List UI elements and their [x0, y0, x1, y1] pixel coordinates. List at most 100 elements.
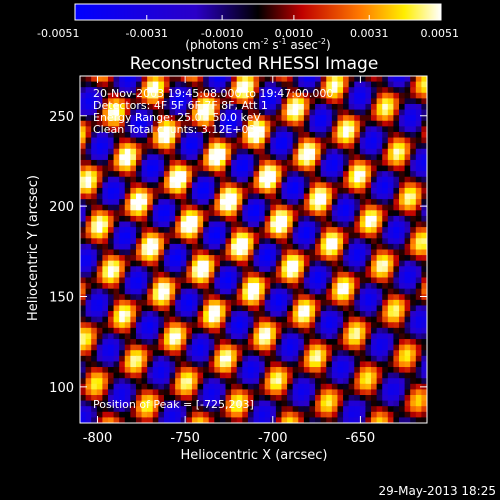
- heatmap-cell: [208, 294, 215, 301]
- heatmap-cell: [331, 395, 339, 402]
- heatmap-cell: [343, 227, 350, 234]
- heatmap-cell: [292, 305, 299, 312]
- heatmap-cell: [399, 81, 406, 88]
- heatmap-cell: [141, 288, 148, 295]
- heatmap-cell: [141, 255, 148, 262]
- heatmap-cell: [219, 210, 227, 217]
- annotation-detectors: Detectors: 4F 5F 6F 7F 8F, Att 1: [93, 99, 268, 112]
- heatmap-cell: [152, 411, 159, 419]
- heatmap-cell: [343, 383, 350, 391]
- heatmap-cell: [303, 389, 311, 396]
- heatmap-cell: [331, 238, 339, 245]
- heatmap-cell: [331, 299, 339, 307]
- heatmap-cell: [354, 339, 361, 346]
- heatmap-cell: [242, 350, 249, 357]
- heatmap-cell: [80, 333, 87, 340]
- heatmap-cell: [107, 367, 115, 374]
- heatmap-cell: [124, 372, 131, 379]
- heatmap-cell: [343, 115, 350, 122]
- heatmap-cell: [404, 215, 411, 223]
- heatmap-cell: [382, 76, 389, 83]
- heatmap-cell: [225, 193, 232, 200]
- heatmap-cell: [410, 154, 417, 161]
- heatmap-cell: [219, 316, 227, 323]
- heatmap-cell: [404, 76, 411, 83]
- heatmap-cell: [365, 344, 372, 351]
- heatmap-cell: [186, 339, 193, 346]
- heatmap-cell: [91, 171, 98, 178]
- heatmap-cell: [415, 389, 423, 396]
- heatmap-cell: [102, 372, 109, 379]
- heatmap-cell: [186, 109, 193, 116]
- heatmap-cell: [180, 215, 187, 223]
- heatmap-cell: [124, 221, 131, 228]
- heatmap-cell: [253, 182, 260, 189]
- heatmap-cell: [359, 327, 367, 335]
- colorbar-tick-label: 0.0031: [350, 27, 389, 40]
- heatmap-cell: [231, 277, 238, 284]
- heatmap-cell: [421, 333, 427, 340]
- heatmap-cell: [365, 227, 372, 234]
- heatmap-cell: [113, 283, 120, 290]
- heatmap-cell: [85, 266, 92, 273]
- heatmap-cell: [371, 143, 378, 150]
- heatmap-cell: [80, 249, 87, 256]
- heatmap-cell: [382, 238, 389, 245]
- heatmap-cell: [119, 159, 126, 167]
- heatmap-cell: [393, 266, 400, 273]
- heatmap-cell: [382, 204, 389, 211]
- heatmap-cell: [102, 260, 109, 267]
- heatmap-cell: [315, 294, 322, 301]
- heatmap-cell: [270, 417, 277, 423]
- heatmap-cell: [236, 411, 243, 419]
- heatmap-cell: [214, 395, 221, 402]
- heatmap-cell: [275, 277, 283, 284]
- heatmap-cell: [175, 171, 182, 178]
- heatmap-cell: [91, 120, 98, 127]
- heatmap-cell: [331, 199, 339, 206]
- heatmap-cell: [287, 327, 294, 335]
- heatmap-cell: [399, 171, 406, 178]
- heatmap-cell: [152, 87, 159, 94]
- heatmap-cell: [247, 210, 255, 217]
- heatmap-cell: [191, 271, 199, 279]
- heatmap-cell: [231, 378, 238, 385]
- heatmap-cell: [399, 389, 406, 396]
- heatmap-cell: [292, 411, 299, 419]
- heatmap-cell: [253, 260, 260, 267]
- heatmap-cell: [107, 389, 115, 396]
- heatmap-cell: [315, 339, 322, 346]
- heatmap-cell: [135, 204, 143, 211]
- heatmap-cell: [175, 271, 182, 279]
- heatmap-cell: [119, 103, 126, 111]
- heatmap-cell: [309, 322, 316, 329]
- heatmap-cell: [376, 232, 383, 239]
- heatmap-cell: [107, 271, 115, 279]
- heatmap-cell: [197, 143, 204, 150]
- heatmap-cell: [348, 171, 355, 178]
- heatmap-cell: [382, 411, 389, 419]
- heatmap-cell: [135, 120, 143, 127]
- heatmap-cell: [315, 361, 322, 368]
- heatmap-cell: [415, 249, 423, 256]
- heatmap-cell: [298, 288, 305, 295]
- heatmap-cell: [225, 154, 232, 161]
- heatmap-cell: [80, 193, 87, 200]
- heatmap-cell: [399, 210, 406, 217]
- heatmap-cell: [219, 182, 227, 189]
- heatmap-cell: [169, 137, 176, 144]
- heatmap-cell: [298, 333, 305, 340]
- heatmap-cell: [359, 339, 367, 346]
- heatmap-cell: [415, 131, 423, 139]
- heatmap-cell: [320, 271, 327, 279]
- heatmap-cell: [147, 378, 154, 385]
- heatmap-cell: [135, 288, 143, 295]
- heatmap-cell: [399, 333, 406, 340]
- heatmap-cell: [247, 383, 255, 391]
- heatmap-cell: [376, 383, 383, 391]
- heatmap-cell: [231, 389, 238, 396]
- heatmap-cell: [147, 76, 154, 83]
- heatmap-cell: [421, 199, 427, 206]
- heatmap-cell: [309, 126, 316, 133]
- heatmap-cell: [371, 215, 378, 223]
